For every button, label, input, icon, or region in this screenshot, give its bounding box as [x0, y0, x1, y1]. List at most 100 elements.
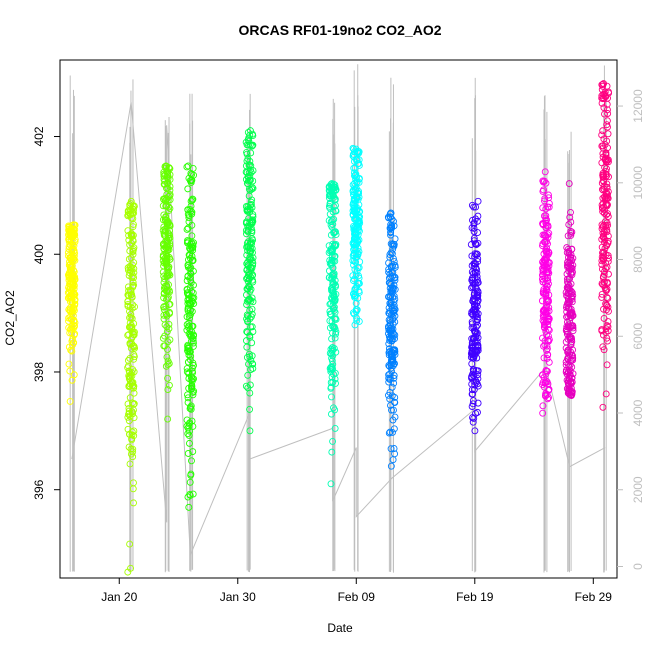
data-point-flight-11: [569, 346, 577, 354]
data-point-flight-2: [127, 310, 135, 318]
data-point-flight-8: [386, 251, 394, 258]
data-point-flight-4: [185, 420, 193, 428]
data-point-flight-3: [163, 195, 171, 203]
x-axis-label: Date: [327, 621, 353, 635]
data-point-flight-11: [568, 298, 576, 306]
data-point-flight-9: [474, 255, 482, 263]
data-point-flight-7: [350, 257, 358, 265]
data-point-flight-4: [185, 439, 193, 447]
data-point-flight-8: [387, 292, 394, 300]
data-point-flight-8: [389, 240, 397, 248]
data-point-flight-3: [164, 293, 172, 301]
data-point-flight-10: [543, 238, 551, 246]
data-point-flight-6: [331, 196, 339, 204]
data-point-flight-4: [187, 169, 195, 177]
data-point-flight-12: [598, 131, 606, 139]
data-point-flight-7: [354, 160, 362, 168]
data-point-flight-9: [474, 229, 482, 237]
data-point-flight-2: [126, 355, 134, 362]
data-point-flight-9: [473, 217, 481, 225]
data-point-flight-12: [598, 99, 606, 107]
data-points: [64, 80, 613, 576]
data-point-flight-2: [129, 221, 137, 228]
data-point-flight-5: [243, 150, 251, 158]
data-point-flight-5: [246, 247, 254, 255]
data-point-flight-8: [385, 293, 393, 301]
data-point-flight-3: [160, 294, 168, 302]
data-point-flight-8: [385, 378, 393, 386]
data-point-flight-9: [472, 323, 480, 331]
data-point-flight-2: [126, 266, 134, 274]
data-point-flight-4: [188, 328, 196, 336]
data-point-flight-1: [67, 315, 75, 323]
data-point-flight-4: [187, 207, 195, 215]
data-point-flight-1: [66, 286, 74, 293]
data-point-flight-9: [472, 241, 480, 249]
data-point-flight-2: [125, 409, 133, 417]
data-point-flight-7: [353, 240, 361, 248]
data-point-flight-12: [602, 328, 610, 336]
data-point-flight-12: [603, 121, 611, 129]
data-point-flight-6: [326, 310, 334, 318]
data-point-flight-2: [124, 208, 132, 216]
data-point-flight-3: [164, 338, 172, 346]
data-point-flight-7: [350, 310, 358, 318]
data-point-flight-12: [598, 327, 606, 335]
data-point-flight-9: [470, 203, 478, 211]
data-point-flight-5: [244, 203, 252, 211]
data-point-flight-5: [247, 248, 255, 256]
data-point-flight-10: [543, 378, 551, 386]
data-point-flight-2: [124, 291, 132, 299]
data-point-flight-8: [389, 416, 397, 424]
data-point-flight-10: [543, 247, 551, 255]
data-point-flight-12: [599, 205, 606, 213]
data-point-flight-1: [67, 233, 75, 241]
data-point-flight-4: [183, 163, 191, 171]
data-point-flight-4: [184, 391, 191, 399]
data-point-flight-11: [563, 284, 571, 291]
data-point-flight-12: [603, 117, 611, 125]
data-point-flight-2: [130, 259, 138, 267]
data-point-flight-11: [568, 363, 576, 371]
data-point-flight-8: [390, 374, 398, 382]
data-point-flight-2: [130, 355, 138, 363]
x-axis-ticks: Jan 20 Jan 30 Feb 09 Feb 19 Feb 29: [101, 578, 612, 604]
data-point-flight-2: [125, 443, 133, 451]
data-point-flight-4: [188, 257, 196, 265]
data-point-flight-4: [187, 279, 195, 287]
data-point-flight-3: [165, 381, 173, 389]
data-point-flight-6: [328, 448, 336, 456]
data-point-flight-12: [599, 150, 607, 158]
data-point-flight-2: [129, 231, 137, 239]
data-point-flight-3: [160, 195, 167, 203]
data-point-flight-5: [248, 196, 256, 204]
data-point-flight-1: [65, 360, 73, 368]
data-point-flight-5: [249, 213, 257, 221]
data-point-flight-11: [563, 275, 571, 283]
data-point-flight-5: [245, 185, 253, 193]
data-point-flight-4: [188, 377, 196, 385]
data-point-flight-10: [544, 313, 552, 321]
data-point-flight-3: [159, 216, 167, 224]
data-point-flight-12: [603, 183, 611, 191]
data-point-flight-7: [353, 267, 361, 275]
data-point-flight-2: [130, 274, 138, 282]
data-point-flight-5: [246, 219, 254, 227]
data-point-flight-1: [65, 288, 73, 296]
data-point-flight-5: [246, 405, 254, 413]
data-point-flight-10: [545, 194, 553, 202]
data-point-flight-3: [164, 179, 172, 186]
data-point-flight-1: [66, 367, 74, 375]
data-point-flight-5: [249, 360, 257, 368]
data-point-flight-1: [68, 376, 76, 384]
data-point-flight-12: [603, 322, 611, 329]
data-point-flight-4: [184, 185, 192, 193]
data-point-flight-4: [184, 348, 192, 356]
data-point-flight-9: [472, 251, 480, 259]
data-point-flight-11: [567, 208, 574, 216]
data-point-flight-9: [469, 283, 477, 291]
data-point-flight-12: [602, 264, 610, 272]
data-point-flight-4: [188, 381, 196, 389]
data-point-flight-4: [187, 197, 195, 205]
data-point-flight-9: [470, 269, 477, 277]
